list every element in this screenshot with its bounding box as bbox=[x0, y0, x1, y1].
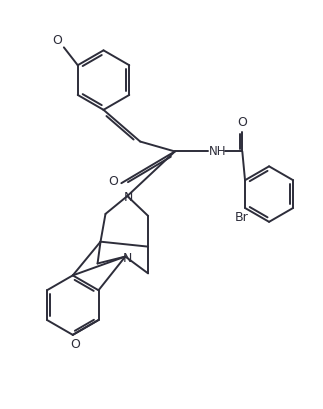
Text: O: O bbox=[52, 34, 62, 47]
Text: N: N bbox=[123, 252, 132, 265]
Text: O: O bbox=[109, 175, 118, 188]
Text: N: N bbox=[124, 191, 133, 204]
Text: Br: Br bbox=[235, 211, 249, 225]
Text: O: O bbox=[237, 116, 247, 129]
Text: O: O bbox=[70, 338, 80, 351]
Text: NH: NH bbox=[209, 145, 226, 158]
